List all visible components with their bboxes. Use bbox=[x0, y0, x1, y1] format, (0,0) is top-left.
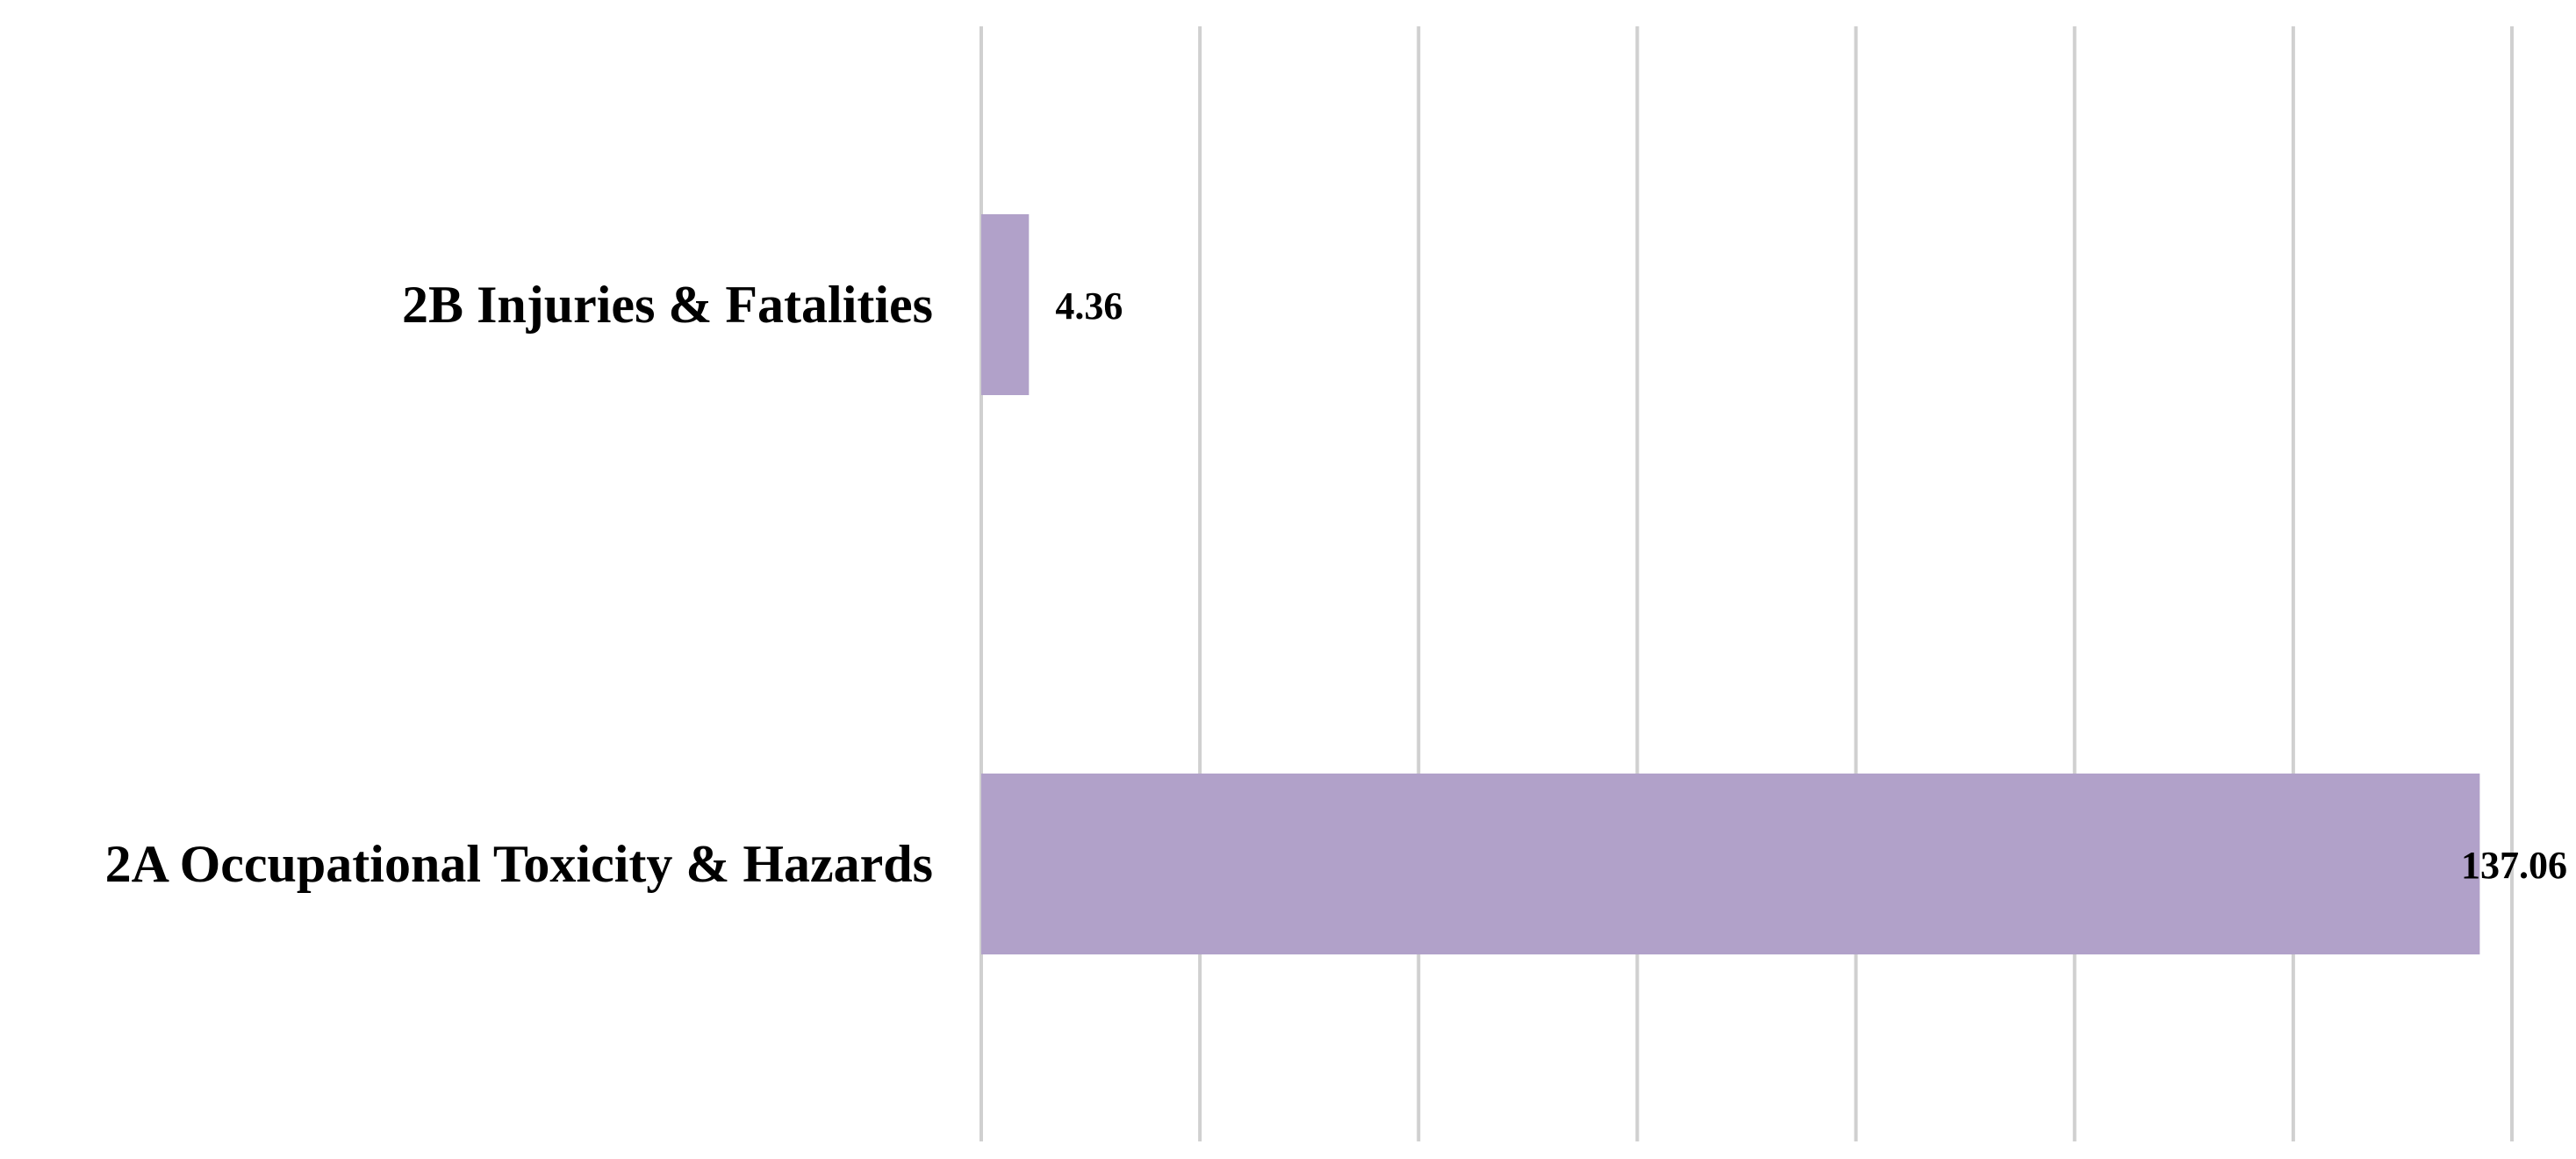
category-label-0: 2B Injuries & Fatalities bbox=[402, 276, 933, 334]
category-label-1: 2A Occupational Toxicity & Hazards bbox=[105, 835, 933, 893]
bar-0 bbox=[981, 214, 1030, 395]
gridlines bbox=[979, 26, 2514, 1141]
bar-1 bbox=[981, 774, 2480, 954]
value-label-0: 4.36 bbox=[1055, 284, 1123, 328]
labels: 2B Injuries & Fatalities 4.36 2A Occupatio… bbox=[105, 276, 2567, 893]
value-label-1: 137.06 bbox=[2461, 844, 2567, 887]
bars bbox=[981, 214, 2480, 954]
